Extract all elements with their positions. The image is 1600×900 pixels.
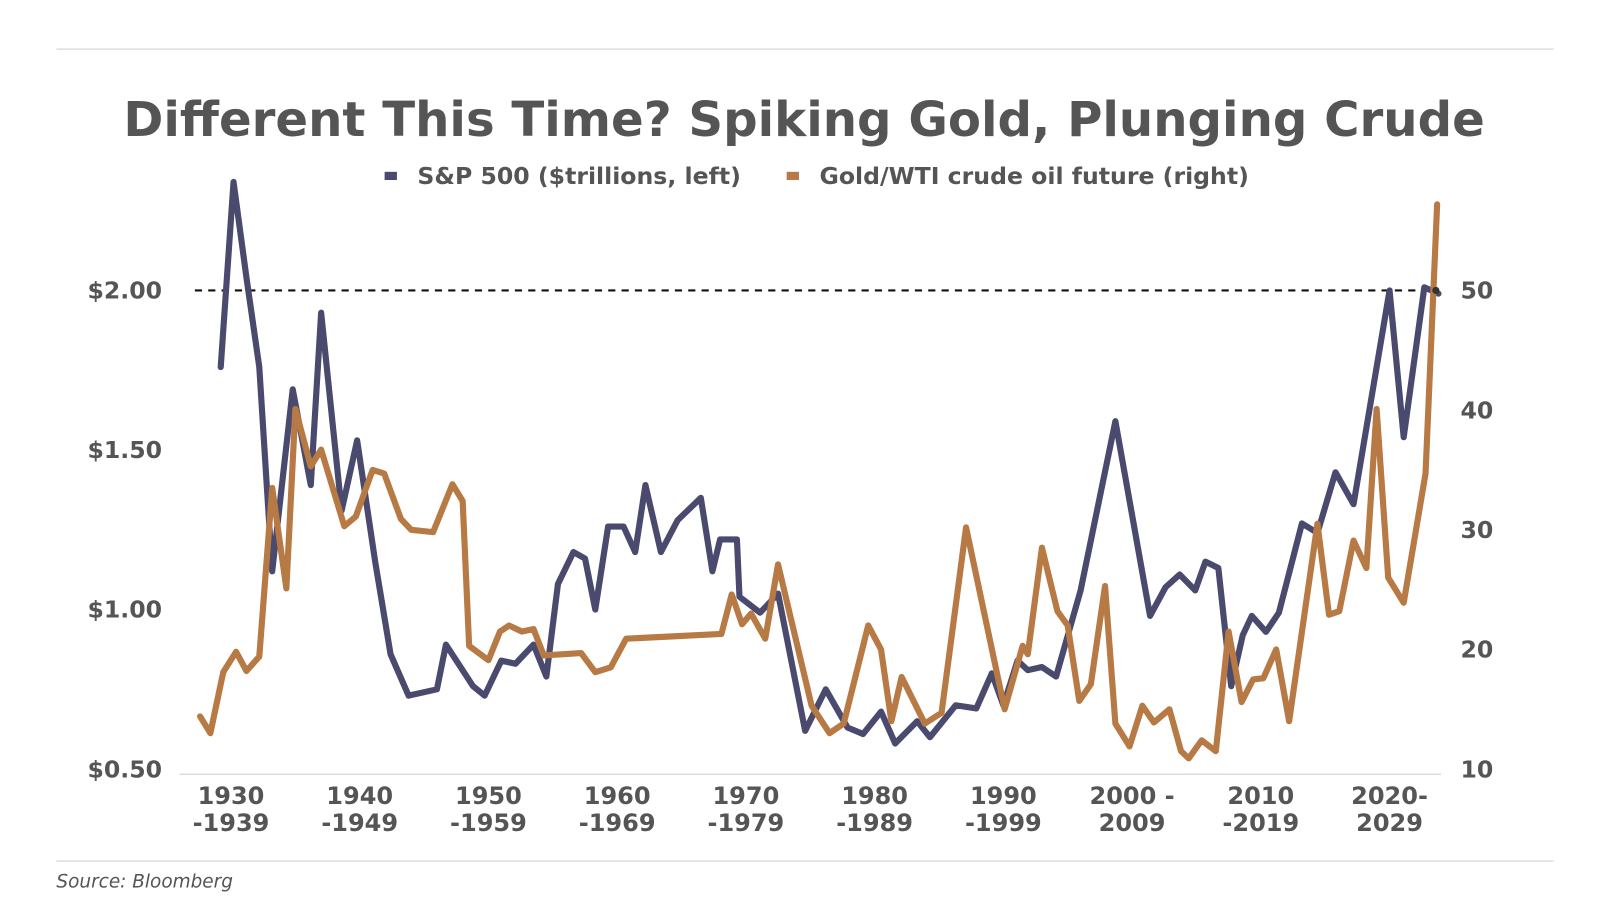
- x-tick-label: 1970 -1979: [707, 782, 785, 838]
- y2-tick-label: 40: [1461, 396, 1494, 424]
- y2-tick-label: 50: [1461, 277, 1494, 305]
- y2-tick-label: 20: [1461, 636, 1494, 664]
- series-line: [217, 178, 1442, 747]
- reference-dot: [1432, 286, 1440, 295]
- series-line: [197, 201, 1441, 762]
- y2-tick-label: 30: [1461, 516, 1494, 544]
- source: Source: Bloomberg: [56, 872, 233, 893]
- x-tick-label: 1930 -1939: [192, 782, 270, 838]
- y-tick-label: $1.50: [87, 436, 162, 464]
- chart-title: Different This Time? Spiking Gold, Plung…: [123, 92, 1484, 148]
- x-tick-label: 1940 -1949: [321, 782, 399, 838]
- legend-label: Gold/WTI crude oil future (right): [819, 162, 1248, 190]
- x-tick-label: 2020- 2029: [1351, 782, 1428, 838]
- x-tick-label: 2000 - 2009: [1089, 782, 1175, 838]
- legend-swatch: [786, 171, 799, 180]
- x-tick-label: 2010 -2019: [1222, 782, 1300, 838]
- x-tick-label: 1950 -1959: [450, 782, 527, 838]
- y-tick-label: $1.00: [87, 596, 162, 624]
- x-tick-label: 1960 -1969: [578, 782, 656, 838]
- y-tick-label: $2.00: [87, 277, 162, 305]
- x-tick-label: 1980 -1989: [836, 782, 913, 838]
- y2-tick-label: 10: [1461, 755, 1494, 783]
- y-tick-label: $0.50: [87, 755, 162, 783]
- legend-swatch: [384, 171, 397, 180]
- x-tick-label: 1990 -1999: [964, 782, 1042, 838]
- legend-label: S&P 500 ($trillions, left): [417, 162, 740, 190]
